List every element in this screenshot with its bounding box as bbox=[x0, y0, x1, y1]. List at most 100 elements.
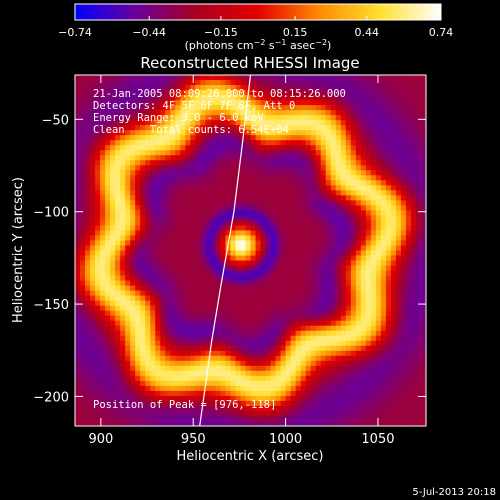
heatmap-cell bbox=[105, 170, 111, 176]
heatmap-cell bbox=[225, 305, 232, 312]
heatmap-cell bbox=[190, 220, 196, 227]
heatmap-cell bbox=[275, 290, 282, 297]
heatmap-cell bbox=[175, 335, 181, 342]
heatmap-cell bbox=[155, 90, 161, 96]
heatmap-cell bbox=[295, 155, 302, 161]
heatmap-cell bbox=[265, 405, 272, 412]
heatmap-cell bbox=[345, 145, 352, 151]
heatmap-cell bbox=[255, 290, 262, 297]
heatmap-cell bbox=[285, 210, 292, 216]
heatmap-cell bbox=[225, 250, 232, 257]
heatmap-cell bbox=[220, 285, 227, 292]
heatmap-cell bbox=[230, 335, 237, 342]
heatmap-cell bbox=[320, 420, 327, 426]
heatmap-cell bbox=[285, 320, 292, 327]
heatmap-cell bbox=[360, 75, 367, 81]
heatmap-cell bbox=[140, 120, 146, 126]
heatmap-cell bbox=[280, 185, 287, 191]
heatmap-cell bbox=[330, 340, 337, 347]
heatmap-cell bbox=[320, 150, 327, 156]
heatmap-cell bbox=[160, 175, 166, 181]
heatmap-cell bbox=[380, 95, 387, 101]
heatmap-cell bbox=[245, 255, 252, 262]
heatmap-cell bbox=[315, 130, 322, 136]
heatmap-cell bbox=[170, 190, 176, 196]
heatmap-cell bbox=[190, 315, 196, 322]
heatmap-cell bbox=[330, 400, 337, 407]
heatmap-cell bbox=[75, 80, 81, 86]
heatmap-cell bbox=[350, 225, 357, 232]
heatmap-cell bbox=[245, 210, 252, 216]
heatmap-cell bbox=[235, 230, 242, 237]
heatmap-cell bbox=[240, 120, 247, 126]
heatmap-cell bbox=[275, 95, 282, 101]
heatmap-cell bbox=[315, 330, 322, 337]
heatmap-cell bbox=[360, 395, 367, 402]
heatmap-cell bbox=[265, 180, 272, 186]
heatmap-cell bbox=[120, 185, 126, 191]
heatmap-cell bbox=[130, 340, 136, 347]
heatmap-cell bbox=[310, 195, 317, 201]
heatmap-cell bbox=[170, 125, 176, 131]
heatmap-cell bbox=[235, 220, 242, 227]
heatmap-cell bbox=[390, 140, 397, 146]
heatmap-cell bbox=[180, 255, 186, 262]
heatmap-cell bbox=[200, 360, 206, 367]
heatmap-cell bbox=[305, 325, 312, 332]
heatmap-cell bbox=[320, 285, 327, 292]
heatmap-cell bbox=[150, 275, 156, 282]
heatmap-cell bbox=[275, 90, 282, 96]
heatmap-cell bbox=[255, 190, 262, 196]
heatmap-cell bbox=[320, 255, 327, 262]
heatmap-cell bbox=[140, 95, 146, 101]
heatmap-cell bbox=[130, 160, 136, 166]
heatmap-cell bbox=[400, 160, 407, 166]
heatmap-cell bbox=[95, 420, 101, 426]
heatmap-cell bbox=[220, 390, 227, 397]
heatmap-cell bbox=[390, 375, 397, 382]
heatmap-cell bbox=[380, 250, 387, 257]
colorbar-unit-exp2: −1 bbox=[275, 38, 287, 47]
heatmap-cell bbox=[255, 320, 262, 327]
heatmap-cell bbox=[170, 155, 176, 161]
heatmap-cell bbox=[370, 380, 377, 387]
heatmap-cell bbox=[100, 345, 106, 352]
heatmap-cell bbox=[360, 260, 367, 267]
heatmap-cell bbox=[330, 260, 337, 267]
heatmap-cell bbox=[155, 160, 161, 166]
heatmap-cell bbox=[185, 100, 191, 106]
heatmap-cell bbox=[180, 150, 186, 156]
heatmap-cell bbox=[105, 280, 111, 287]
heatmap-cell bbox=[400, 220, 407, 227]
heatmap-cell bbox=[310, 255, 317, 262]
heatmap-cell bbox=[310, 390, 317, 397]
heatmap-cell bbox=[105, 240, 111, 247]
heatmap-cell bbox=[310, 100, 317, 106]
heatmap-cell bbox=[200, 385, 206, 392]
heatmap-cell bbox=[310, 165, 317, 171]
heatmap-cell bbox=[180, 75, 186, 81]
heatmap-cell bbox=[230, 255, 237, 262]
heatmap-cell bbox=[130, 300, 136, 307]
heatmap-cell bbox=[205, 130, 211, 136]
heatmap-cell bbox=[345, 165, 352, 171]
heatmap-cell bbox=[100, 295, 106, 302]
heatmap-cell bbox=[175, 80, 181, 86]
heatmap-cell bbox=[150, 155, 156, 161]
heatmap-cell bbox=[175, 115, 181, 121]
heatmap-cell bbox=[220, 95, 227, 101]
heatmap-cell bbox=[105, 150, 111, 156]
heatmap-cell bbox=[360, 360, 367, 367]
heatmap-cell bbox=[180, 375, 186, 382]
heatmap-cell bbox=[345, 415, 352, 422]
heatmap-cell bbox=[120, 260, 126, 267]
heatmap-cell bbox=[195, 275, 201, 282]
heatmap-cell bbox=[145, 395, 151, 402]
footer-date: 5-Jul-2013 20:18 bbox=[412, 487, 496, 498]
heatmap-cell bbox=[365, 215, 372, 222]
heatmap-cell bbox=[280, 295, 287, 302]
heatmap-cell bbox=[120, 160, 126, 166]
heatmap-cell bbox=[375, 420, 382, 426]
heatmap-cell bbox=[395, 230, 402, 237]
heatmap-cell bbox=[295, 380, 302, 387]
